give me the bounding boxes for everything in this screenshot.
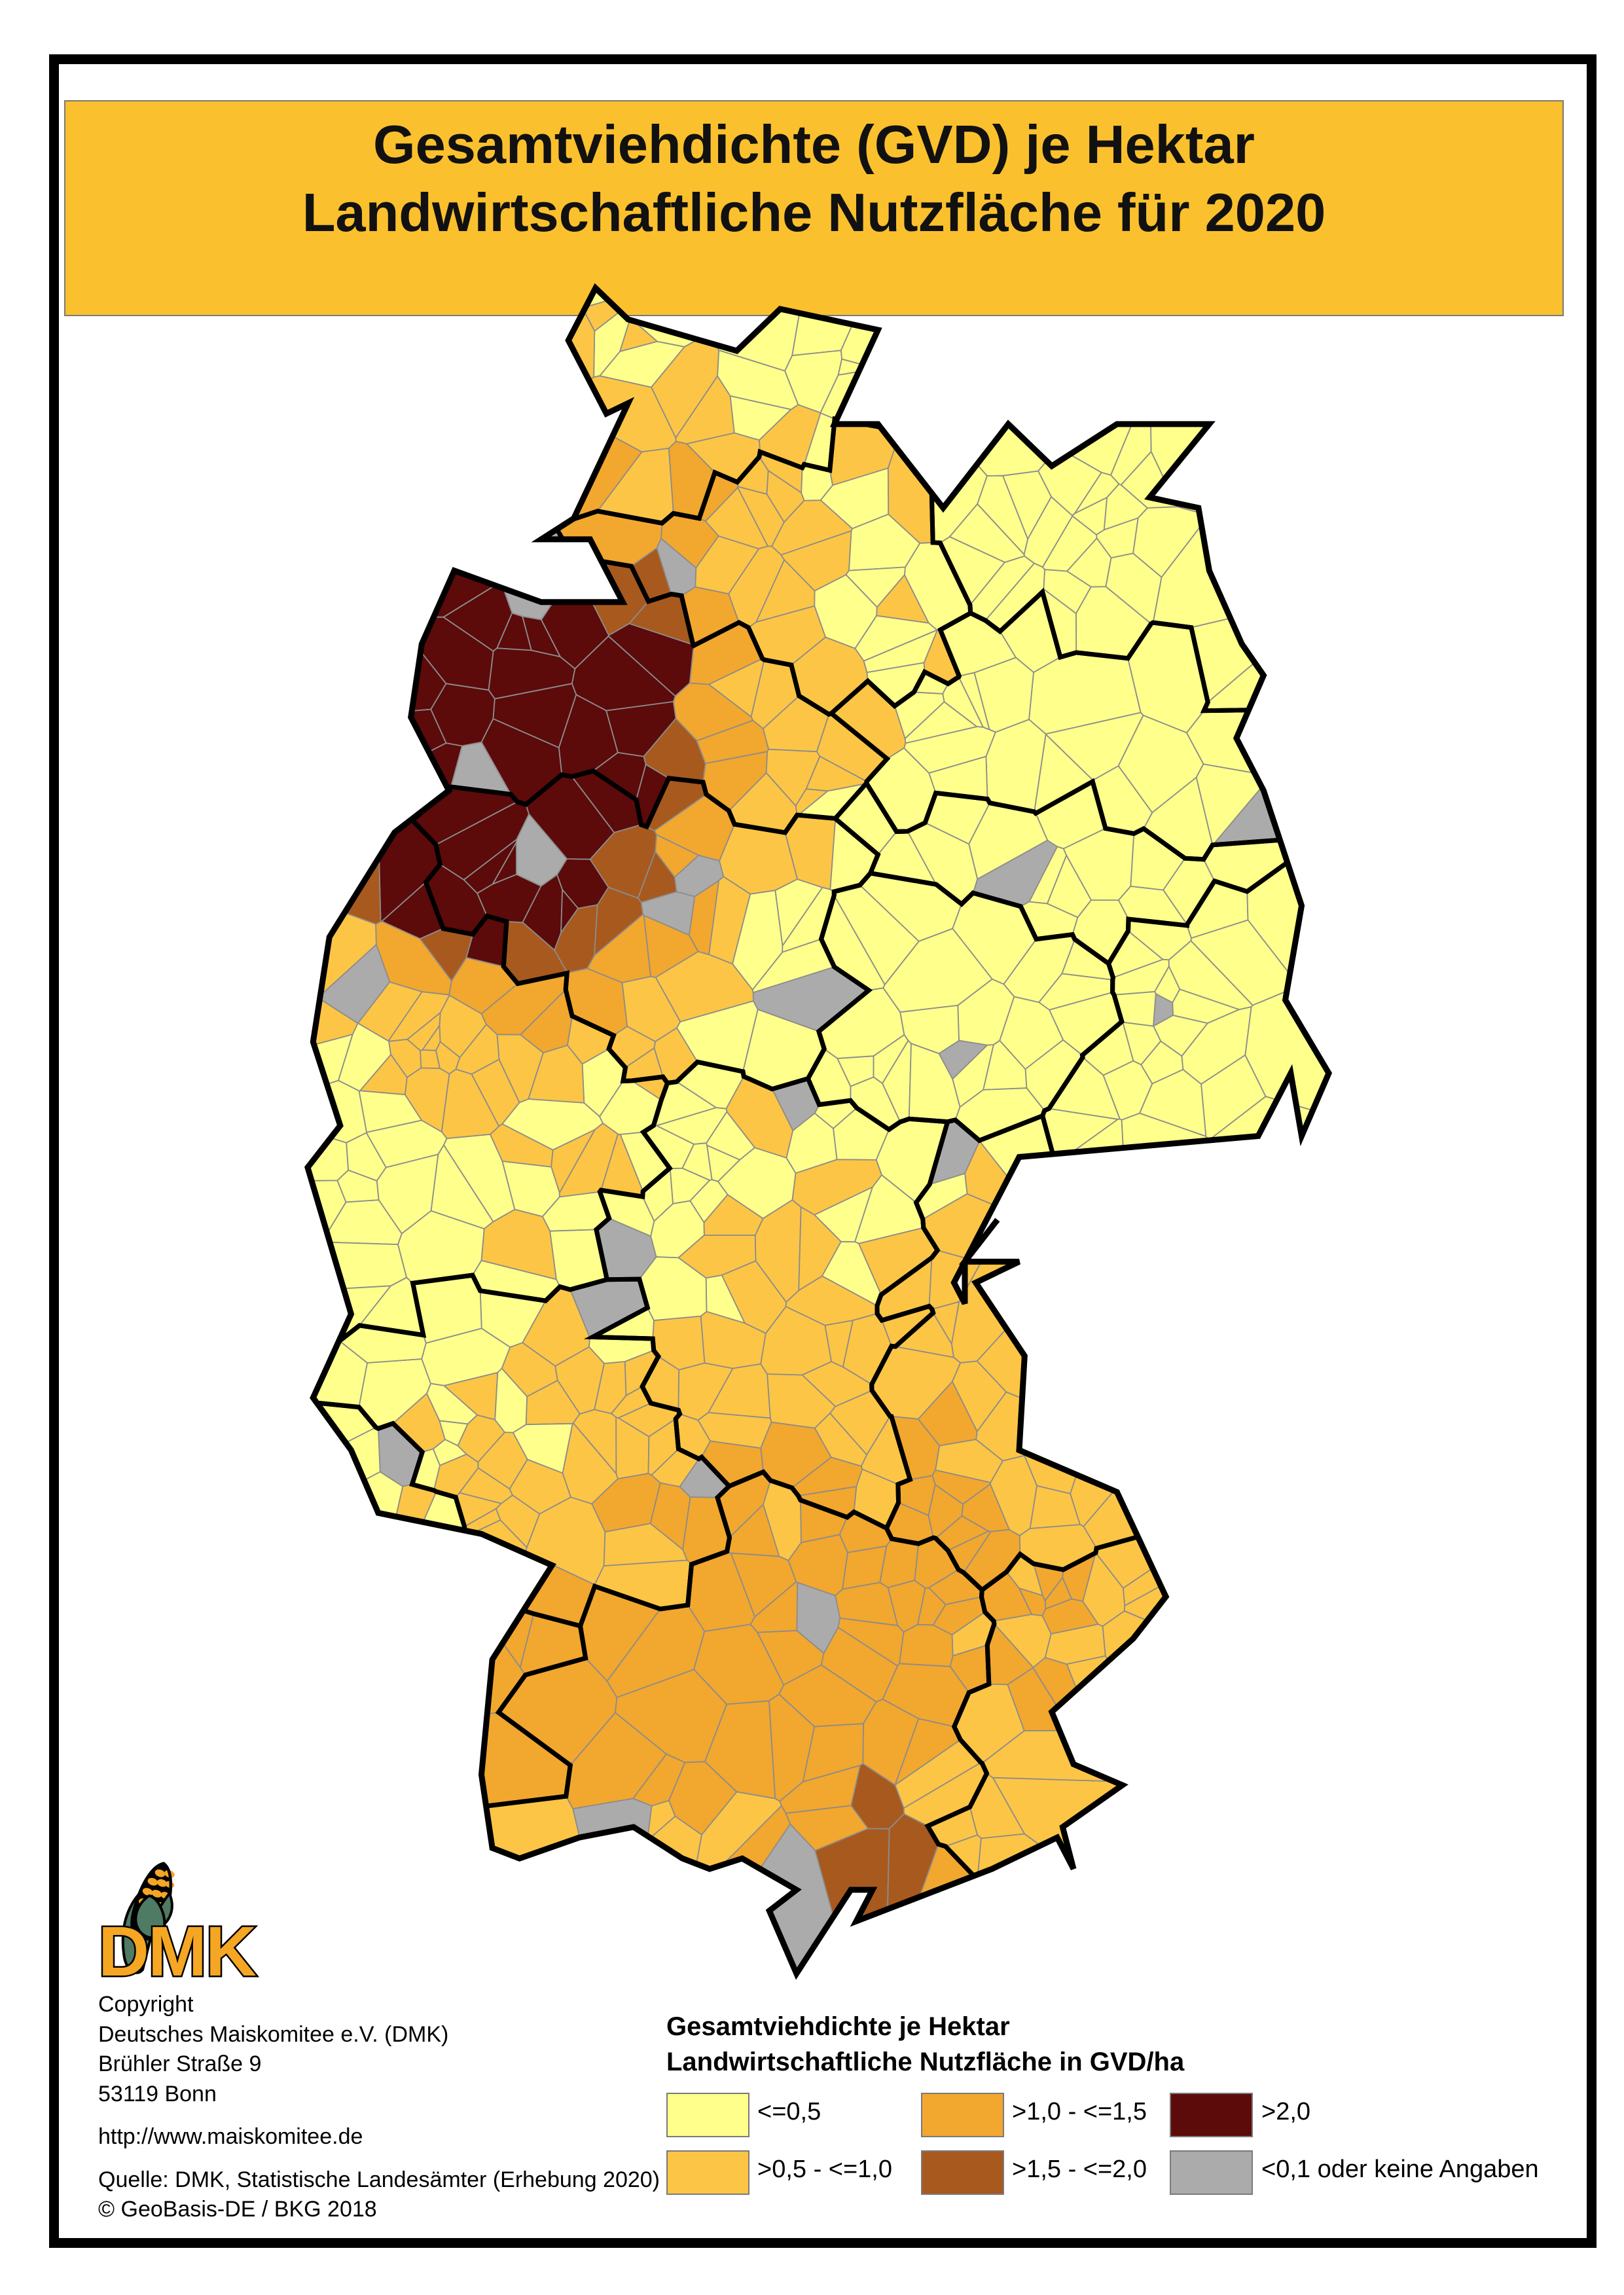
svg-text:DMK: DMK [98, 1911, 256, 1991]
